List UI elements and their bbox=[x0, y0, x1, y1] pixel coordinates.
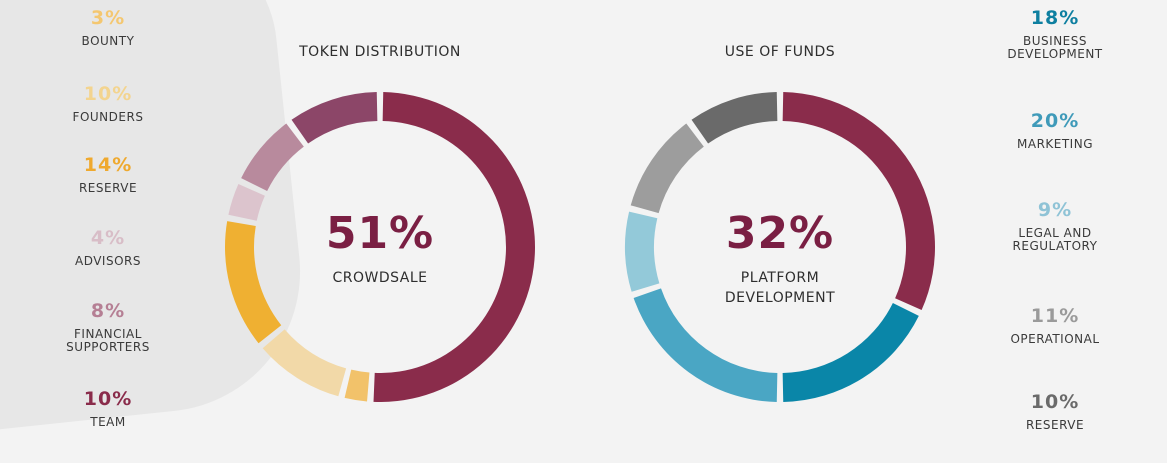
donut-slice-legal-and-regulatory bbox=[624, 211, 660, 292]
center-label: PLATFORM DEVELOPMENT bbox=[724, 270, 836, 306]
donut-slice-business-development bbox=[782, 303, 919, 402]
legend-pct: 10% bbox=[83, 83, 133, 105]
donut-slice-financial-supporters bbox=[241, 123, 304, 191]
legend-item-operational: 11% OPERATIONAL bbox=[985, 305, 1125, 346]
legend-label: RESERVE bbox=[1025, 418, 1085, 432]
donut-slice-founders bbox=[262, 329, 347, 397]
legend-pct: 4% bbox=[90, 227, 126, 249]
legend-item-founders: 10% FOUNDERS bbox=[48, 83, 168, 124]
donut-slice-bounty bbox=[344, 369, 370, 402]
center-value: 51% bbox=[325, 208, 435, 259]
legend-label: MARKETING bbox=[1017, 137, 1093, 151]
legend-label: BOUNTY bbox=[81, 34, 135, 48]
donut-slice-crowdsale bbox=[373, 92, 536, 403]
legend-pct: 10% bbox=[83, 388, 133, 410]
legend-pct: 10% bbox=[1030, 391, 1080, 413]
legend-label: ADVISORS bbox=[74, 254, 141, 268]
donut-slice-platform-development bbox=[782, 92, 935, 311]
legend-item-reserve: 14% RESERVE bbox=[48, 154, 168, 195]
legend-item-business-development: 18% BUSINESS DEVELOPMENT bbox=[985, 7, 1125, 61]
center-value: 32% bbox=[725, 208, 835, 259]
legend-pct: 8% bbox=[90, 300, 126, 322]
legend-label: BUSINESS DEVELOPMENT bbox=[1007, 34, 1103, 61]
donut-slice-marketing bbox=[633, 288, 778, 402]
donut-slice-reserve bbox=[691, 92, 778, 144]
legend-label: TEAM bbox=[90, 415, 126, 429]
legend-pct: 20% bbox=[1030, 110, 1080, 132]
donut-slice-reserve bbox=[225, 221, 282, 344]
donut-slice-advisors bbox=[228, 183, 265, 221]
legend-item-marketing: 20% MARKETING bbox=[985, 110, 1125, 151]
legend-label: LEGAL AND REGULATORY bbox=[1012, 226, 1098, 253]
legend-item-bounty: 3% BOUNTY bbox=[48, 7, 168, 48]
center-label: CROWDSALE bbox=[332, 270, 428, 286]
legend-pct: 3% bbox=[90, 7, 126, 29]
donut-slice-operational bbox=[630, 123, 704, 214]
legend-label: FINANCIAL SUPPORTERS bbox=[66, 327, 150, 354]
token-distribution-title: TOKEN DISTRIBUTION bbox=[299, 44, 461, 60]
legend-pct: 14% bbox=[83, 154, 133, 176]
legend-pct: 11% bbox=[1030, 305, 1080, 327]
use-of-funds-title: USE OF FUNDS bbox=[724, 44, 836, 60]
legend-label: FOUNDERS bbox=[72, 110, 144, 124]
legend-label: RESERVE bbox=[78, 181, 138, 195]
donut-slice-team bbox=[291, 92, 378, 144]
legend-pct: 18% bbox=[1030, 7, 1080, 29]
legend-item-financial-supporters: 8% FINANCIAL SUPPORTERS bbox=[48, 300, 168, 354]
legend-item-legal: 9% LEGAL AND REGULATORY bbox=[985, 199, 1125, 253]
legend-label: OPERATIONAL bbox=[1010, 332, 1100, 346]
legend-pct: 9% bbox=[1037, 199, 1073, 221]
legend-item-advisors: 4% ADVISORS bbox=[48, 227, 168, 268]
legend-item-reserve: 10% RESERVE bbox=[985, 391, 1125, 432]
legend-item-team: 10% TEAM bbox=[48, 388, 168, 429]
